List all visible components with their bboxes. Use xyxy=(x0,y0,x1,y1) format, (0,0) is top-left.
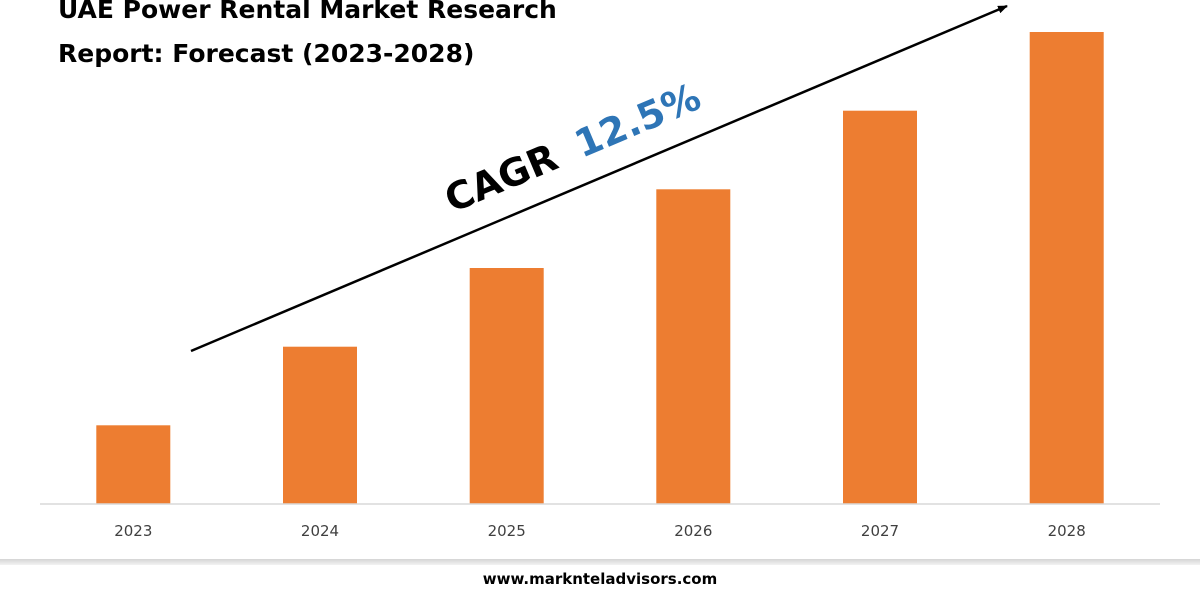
bar-2025 xyxy=(469,268,544,504)
chart-title-line1: UAE Power Rental Market Research xyxy=(58,0,557,24)
x-tick-label-2025: 2025 xyxy=(488,522,526,540)
chart-title: UAE Power Rental Market Research Report:… xyxy=(58,0,557,76)
trend-arrow xyxy=(190,4,1008,353)
footer-url: www.marknteladvisors.com xyxy=(482,570,718,588)
cagr-prefix: CAGR xyxy=(438,135,564,221)
x-tick-label-2026: 2026 xyxy=(674,522,712,540)
x-tick-labels: 2023 2024 2025 2026 2027 2028 xyxy=(114,522,1086,540)
x-tick-label-2027: 2027 xyxy=(861,522,899,540)
footer-divider xyxy=(0,559,1200,565)
bar-2026 xyxy=(656,189,731,505)
chart-title-line2: Report: Forecast (2023-2028) xyxy=(58,39,475,68)
x-tick-label-2024: 2024 xyxy=(301,522,339,540)
cagr-value: 12.5% xyxy=(568,75,707,167)
bar-2028 xyxy=(1029,32,1104,504)
bar-2024 xyxy=(283,346,357,504)
x-tick-label-2023: 2023 xyxy=(114,522,152,540)
x-tick-label-2028: 2028 xyxy=(1048,522,1086,540)
bar-chart: 2023 2024 2025 2026 2027 2028 CAGR 12.5% xyxy=(40,4,1160,540)
bar-2027 xyxy=(843,110,917,504)
bar-2023 xyxy=(96,425,171,504)
bars-layer xyxy=(96,32,1104,505)
